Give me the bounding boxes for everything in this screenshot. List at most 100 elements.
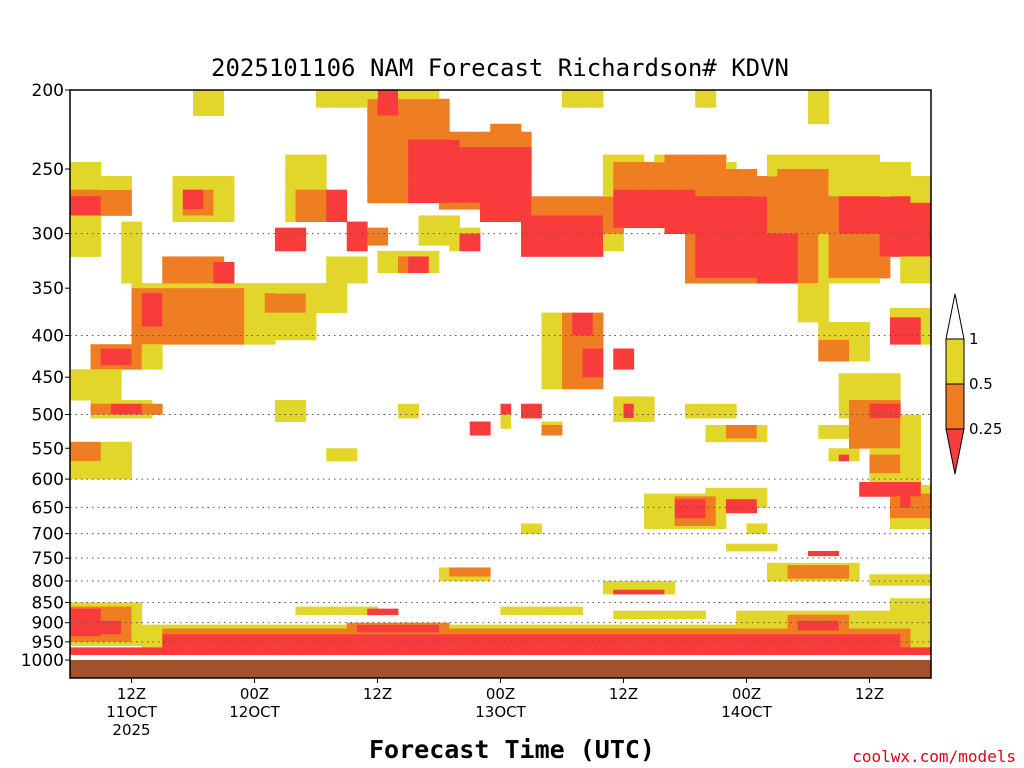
heatmap-cell <box>100 624 112 627</box>
heatmap-cell <box>685 227 696 234</box>
heatmap-cell <box>223 632 235 635</box>
heatmap-cell <box>131 632 143 635</box>
heatmap-cell <box>828 239 840 246</box>
heatmap-cell <box>623 610 635 614</box>
heatmap-cell <box>859 651 870 654</box>
heatmap-cell <box>398 624 409 627</box>
heatmap-cell <box>890 598 901 601</box>
heatmap-cell <box>439 630 450 633</box>
y-tick-label: 800 <box>32 572 64 592</box>
heatmap-cell <box>551 384 563 390</box>
heatmap-cell <box>623 400 635 405</box>
heatmap-cell <box>654 591 665 595</box>
heatmap-cell <box>193 626 204 629</box>
heatmap-cell <box>264 624 276 627</box>
heatmap-cell <box>756 227 768 234</box>
heatmap-cell <box>418 651 430 654</box>
heatmap-cell <box>849 647 860 650</box>
heatmap-cell <box>685 616 696 620</box>
heatmap-cell <box>746 182 758 191</box>
heatmap-cell <box>316 161 327 170</box>
heatmap-cell <box>777 169 788 177</box>
heatmap-cell <box>664 493 676 497</box>
heatmap-cell <box>859 493 870 497</box>
heatmap-cell <box>152 649 163 652</box>
heatmap-cell <box>275 410 286 415</box>
heatmap-cell <box>223 326 235 332</box>
heatmap-cell <box>623 176 635 184</box>
heatmap-cell <box>695 250 706 257</box>
heatmap-cell <box>715 643 727 646</box>
heatmap-cell <box>695 518 706 522</box>
heatmap-cell <box>746 620 758 624</box>
heatmap-cell <box>80 651 91 654</box>
heatmap-cell <box>244 307 255 314</box>
heatmap-cell <box>797 634 809 637</box>
heatmap-cell <box>644 403 655 408</box>
heatmap-cell <box>285 624 296 627</box>
heatmap-cell <box>797 227 809 234</box>
heatmap-cell <box>490 641 501 645</box>
heatmap-cell <box>859 209 870 216</box>
heatmap-cell <box>900 435 911 439</box>
heatmap-cell <box>418 645 430 648</box>
heatmap-cell <box>726 639 737 643</box>
heatmap-cell <box>551 339 563 345</box>
heatmap-cell <box>746 548 758 552</box>
heatmap-cell <box>828 209 840 216</box>
heatmap-cell <box>244 326 255 332</box>
heatmap-cell <box>326 636 337 639</box>
heatmap-cell <box>869 652 881 656</box>
heatmap-cell <box>838 261 850 268</box>
heatmap-cell <box>510 612 522 616</box>
heatmap-cell <box>695 90 706 100</box>
heatmap-cell <box>797 632 809 635</box>
heatmap-cell <box>100 634 112 637</box>
heatmap-cell <box>705 256 717 263</box>
heatmap-cell <box>900 326 911 332</box>
heatmap-cell <box>100 614 112 618</box>
heatmap-cell <box>582 381 594 386</box>
heatmap-cell <box>264 632 276 635</box>
heatmap-cell <box>500 182 512 191</box>
heatmap-cell <box>869 396 881 401</box>
heatmap-cell <box>838 335 850 341</box>
heatmap-cell <box>398 131 409 140</box>
heatmap-cell <box>910 501 922 506</box>
heatmap-cell <box>213 312 225 318</box>
heatmap-cell <box>859 373 870 378</box>
heatmap-cell <box>152 407 163 412</box>
heatmap-cell <box>480 154 491 163</box>
heatmap-cell <box>705 624 717 627</box>
heatmap-cell <box>910 499 922 503</box>
heatmap-cell <box>469 574 481 577</box>
heatmap-cell <box>695 239 706 246</box>
heatmap-cell <box>910 414 922 419</box>
heatmap-cell <box>818 567 829 571</box>
chart-title: 2025101106 NAM Forecast Richardson# KDVN <box>211 54 789 82</box>
heatmap-cell <box>767 169 778 177</box>
heatmap-cell <box>900 272 911 279</box>
heatmap-cell <box>664 510 676 514</box>
heatmap-cell <box>141 407 153 412</box>
heatmap-cell <box>70 473 81 477</box>
heatmap-cell <box>275 647 286 650</box>
heatmap-cell <box>510 202 522 210</box>
heatmap-cell <box>418 256 430 263</box>
heatmap-cell <box>131 651 143 654</box>
heatmap-cell <box>480 215 491 222</box>
heatmap-cell <box>900 510 911 514</box>
heatmap-cell <box>623 616 635 620</box>
heatmap-cell <box>80 641 91 645</box>
heatmap-cell <box>869 410 881 415</box>
heatmap-cell <box>387 652 399 656</box>
heatmap-cell <box>398 630 409 633</box>
heatmap-cell <box>654 515 665 519</box>
heatmap-cell <box>254 312 266 318</box>
heatmap-cell <box>521 215 532 222</box>
heatmap-cell <box>685 239 696 246</box>
heatmap-cell <box>613 227 624 234</box>
heatmap-cell <box>428 643 440 646</box>
heatmap-cell <box>664 585 676 588</box>
heatmap-cell <box>633 589 645 593</box>
